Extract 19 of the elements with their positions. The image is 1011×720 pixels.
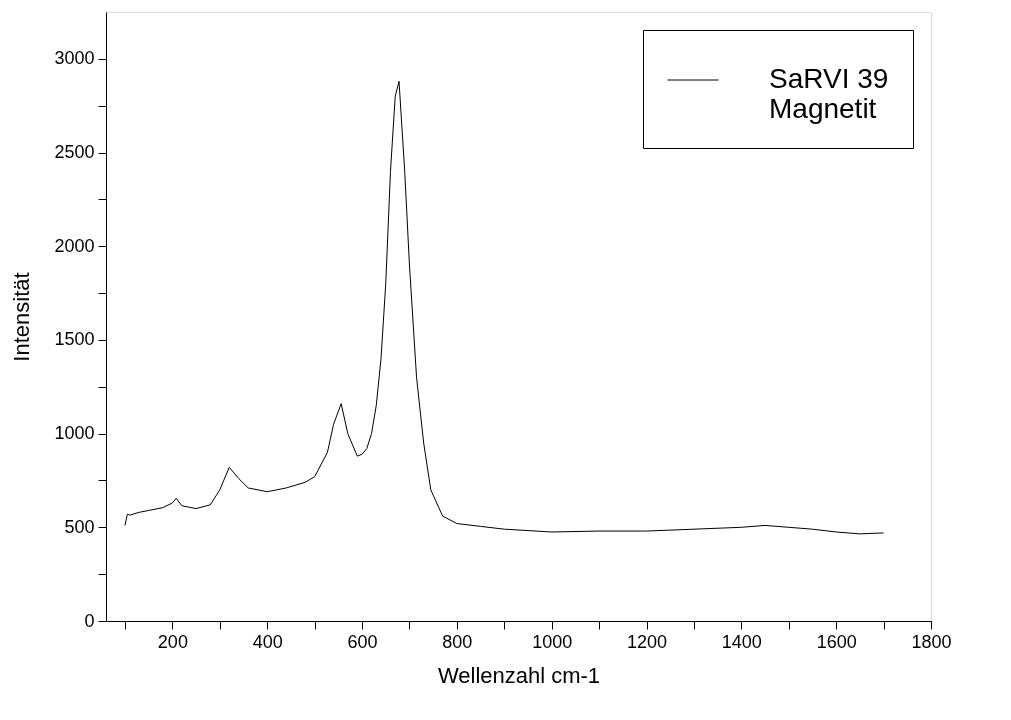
x-tick-label: 1000 xyxy=(532,631,573,652)
y-tick-label: 0 xyxy=(84,610,95,631)
y-tick-label: 1000 xyxy=(54,423,95,444)
y-tick-label: 3000 xyxy=(54,48,95,69)
y-tick-label: 2000 xyxy=(54,235,95,256)
y-axis-title: Intensität xyxy=(9,272,35,362)
x-tick-label: 1200 xyxy=(626,631,668,652)
x-tick-label: 1600 xyxy=(816,631,857,652)
x-tick-label: 600 xyxy=(347,631,378,652)
x-axis-title: Wellenzahl cm-1 xyxy=(437,662,601,688)
y-tick-label: 500 xyxy=(64,516,95,537)
x-tick-label: 400 xyxy=(252,631,283,652)
legend-label: SaRVI 39 Magnetit xyxy=(769,63,889,124)
y-tick-label: 2500 xyxy=(54,142,95,163)
y-tick-label: 1500 xyxy=(54,329,95,350)
x-tick-label: 800 xyxy=(442,631,473,652)
x-tick-label: 1400 xyxy=(721,631,762,652)
x-tick-label: 200 xyxy=(157,631,188,652)
x-tick-label: 1800 xyxy=(911,631,952,652)
